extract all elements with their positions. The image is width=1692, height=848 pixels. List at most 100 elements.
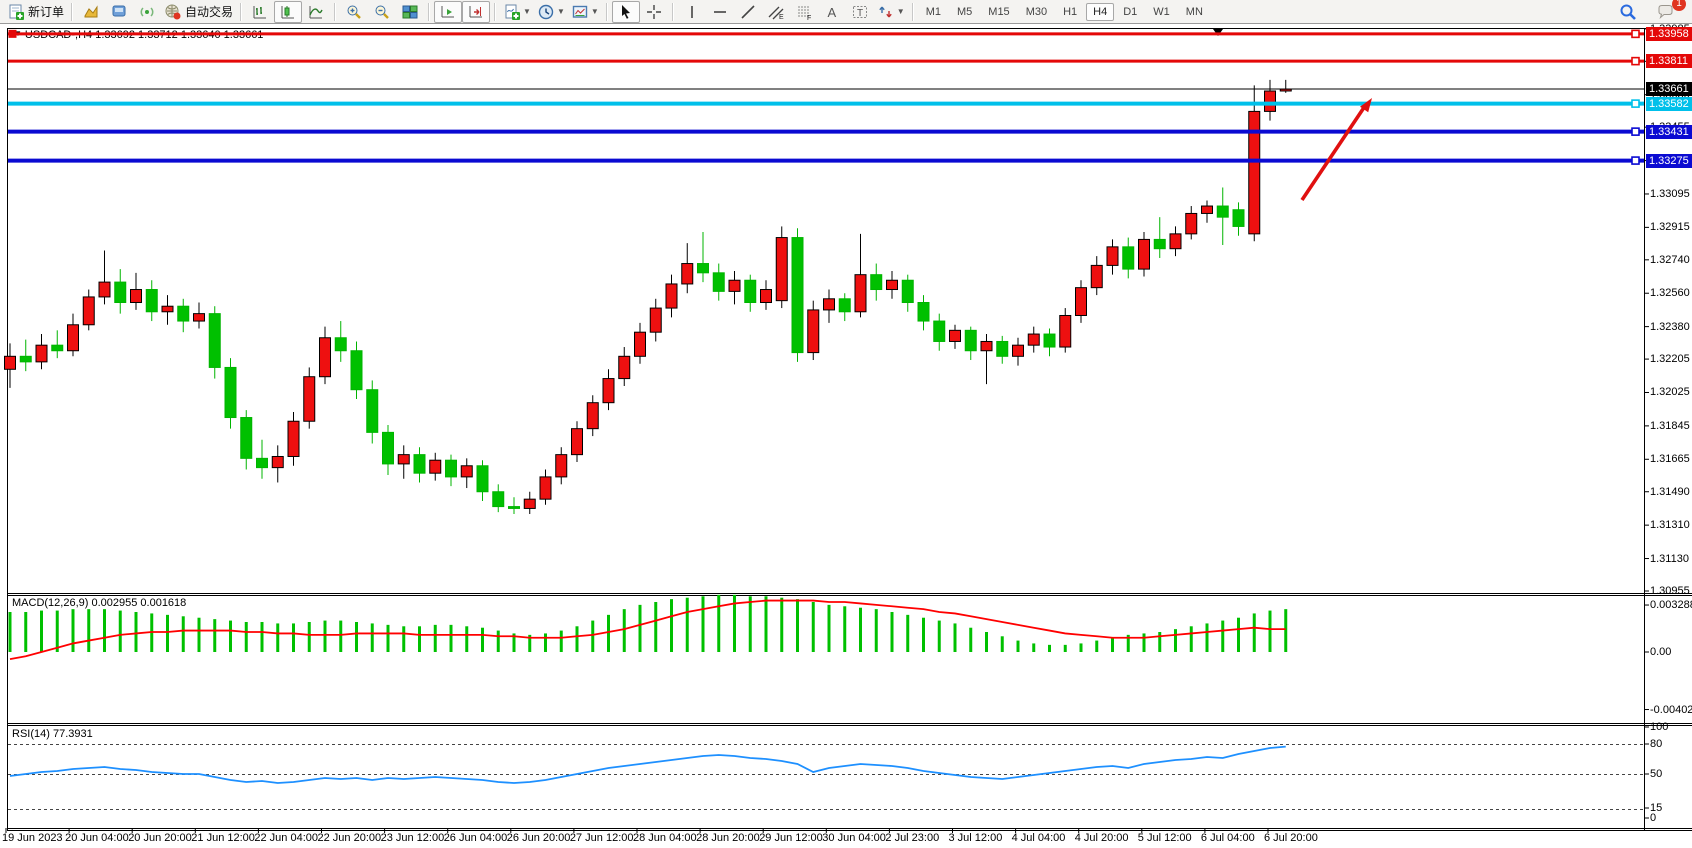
periods-button[interactable]: ▼ — [534, 1, 568, 23]
bar-chart-button[interactable] — [246, 1, 274, 23]
templates-button[interactable]: ▼ — [568, 1, 602, 23]
auto-trading-button[interactable]: 自动交易 — [161, 1, 236, 23]
timeframe-button-d1[interactable]: D1 — [1123, 5, 1138, 18]
toolbar: 新订单 自动交易 — [0, 0, 1692, 24]
dropdown-caret-icon: ▼ — [590, 7, 599, 16]
chat-bubble-icon — [1656, 2, 1676, 22]
date-axis-label: 30 Jun 04:00 — [822, 832, 886, 844]
timeframe-button-m30[interactable]: M30 — [1025, 5, 1048, 18]
auto-scroll-button[interactable] — [434, 0, 463, 23]
svg-text:E: E — [779, 14, 784, 21]
new-order-label: 新订单 — [28, 5, 65, 19]
equidistant-channel-button[interactable]: E — [762, 1, 790, 23]
profiles-button[interactable] — [77, 1, 105, 23]
text-label-button[interactable]: T — [846, 1, 874, 23]
svg-text:T: T — [857, 8, 863, 19]
cursor-icon — [617, 3, 635, 21]
date-axis-label: 22 Jun 04:00 — [254, 832, 319, 844]
date-axis-label: 6 Jul 04:00 — [1200, 832, 1255, 844]
price-axis-tick-label: 1.30955 — [1650, 585, 1690, 597]
tile-windows-button[interactable] — [396, 1, 424, 23]
toolbar-separator — [605, 2, 608, 21]
date-axis-label: 26 Jun 20:00 — [506, 832, 571, 844]
fibonacci-button[interactable]: F — [790, 1, 818, 23]
text-button[interactable]: A — [818, 1, 846, 23]
timeframe-button-w1[interactable]: W1 — [1153, 5, 1170, 18]
auto-trading-icon — [164, 3, 182, 21]
price-line-label: 1.33958 — [1646, 26, 1692, 41]
price-axis-tick-label: 1.32915 — [1650, 221, 1690, 234]
timeframe-button-h1[interactable]: H1 — [1063, 5, 1078, 18]
line-chart-button[interactable] — [302, 1, 330, 23]
terminal-icon — [110, 3, 128, 21]
horizontal-line-button[interactable] — [706, 1, 734, 23]
price-line-label: 1.33275 — [1646, 153, 1692, 168]
notifications-button[interactable]: 1 — [1652, 0, 1686, 23]
tile-windows-icon — [401, 3, 419, 21]
vertical-line-button[interactable] — [678, 1, 706, 23]
candlestick-icon — [279, 3, 297, 21]
zoom-out-button[interactable] — [368, 1, 396, 23]
timeframe-button-m15[interactable]: M15 — [988, 5, 1010, 18]
periods-clock-icon — [537, 3, 555, 21]
rsi-axis-tick-label: 80 — [1650, 738, 1663, 750]
price-axis-tick-label: 1.32205 — [1650, 353, 1690, 366]
crosshair-icon — [645, 3, 663, 21]
price-axis-tick-label: 1.31665 — [1650, 453, 1690, 466]
price-line-label: 1.33582 — [1646, 96, 1692, 111]
new-order-button[interactable]: 新订单 — [4, 1, 67, 23]
signals-button[interactable] — [133, 1, 161, 23]
fibonacci-icon: F — [795, 3, 813, 21]
crosshair-button[interactable] — [640, 1, 668, 23]
line-chart-icon — [307, 3, 325, 21]
cursor-button[interactable] — [611, 0, 640, 23]
price-line-label: 1.33431 — [1646, 124, 1692, 139]
toolbar-separator — [71, 2, 74, 21]
arrows-button[interactable]: ▼ — [874, 1, 908, 23]
date-axis-label: 3 Jul 12:00 — [948, 832, 1003, 844]
indicators-button[interactable]: ▼ — [500, 1, 534, 23]
timeframe-button-m5[interactable]: M5 — [957, 5, 973, 18]
candlestick-chart-button[interactable] — [274, 0, 303, 23]
chart-shift-button[interactable] — [462, 0, 491, 23]
terminal-button[interactable] — [105, 1, 133, 23]
timeframe-button-mn[interactable]: MN — [1185, 5, 1203, 18]
date-axis-label: 28 Jun 20:00 — [696, 832, 760, 844]
equidistant-channel-icon: E — [767, 3, 785, 21]
price-axis-tick-label: 1.32740 — [1650, 253, 1690, 266]
symbol-caret-icon: ▼ — [14, 29, 22, 38]
date-axis-label: 29 Jun 12:00 — [759, 832, 823, 844]
price-axis-tick-label: 1.33095 — [1650, 187, 1690, 200]
zoom-in-button[interactable] — [340, 1, 368, 23]
date-axis-label: 4 Jul 04:00 — [1011, 832, 1066, 844]
search-button[interactable] — [1614, 1, 1642, 23]
price-axis-tick-label: 1.32025 — [1650, 386, 1690, 399]
date-axis-label: 22 Jun 20:00 — [317, 832, 382, 844]
auto-trading-label: 自动交易 — [185, 5, 234, 19]
timeframe-group: M1 M5 M15 M30 H1 H4 D1 W1 MN — [918, 0, 1211, 24]
svg-text:A: A — [827, 5, 836, 20]
toolbar-separator — [494, 2, 497, 21]
notification-badge: 1 — [1672, 0, 1686, 11]
rsi-axis-tick-label: 15 — [1650, 802, 1663, 814]
zoom-in-icon — [345, 3, 363, 21]
macd-axis-tick-label: 0.003288 — [1650, 599, 1692, 612]
macd-axis-tick-label: 0.00 — [1650, 646, 1672, 658]
rsi-axis-tick-label: 100 — [1650, 721, 1669, 733]
date-axis-label: 2 Jul 23:00 — [885, 832, 940, 844]
chart-region[interactable] — [0, 25, 1692, 848]
timeframe-button-m1[interactable]: M1 — [925, 5, 941, 18]
price-axis-tick-label: 1.31845 — [1650, 419, 1690, 432]
rsi-axis-tick-label: 50 — [1650, 768, 1663, 780]
timeframe-button-h4[interactable]: H4 — [1086, 2, 1115, 21]
svg-text:F: F — [807, 15, 811, 21]
trendline-button[interactable] — [734, 1, 762, 23]
trendline-icon — [739, 3, 757, 21]
text-icon: A — [823, 3, 841, 21]
templates-icon — [571, 3, 589, 21]
horizontal-line-icon — [711, 3, 729, 21]
zoom-out-icon — [373, 3, 391, 21]
macd-indicator-label: MACD(12,26,9) 0.002955 0.001618 — [12, 597, 187, 609]
price-axis-tick-label: 1.31130 — [1650, 552, 1689, 565]
